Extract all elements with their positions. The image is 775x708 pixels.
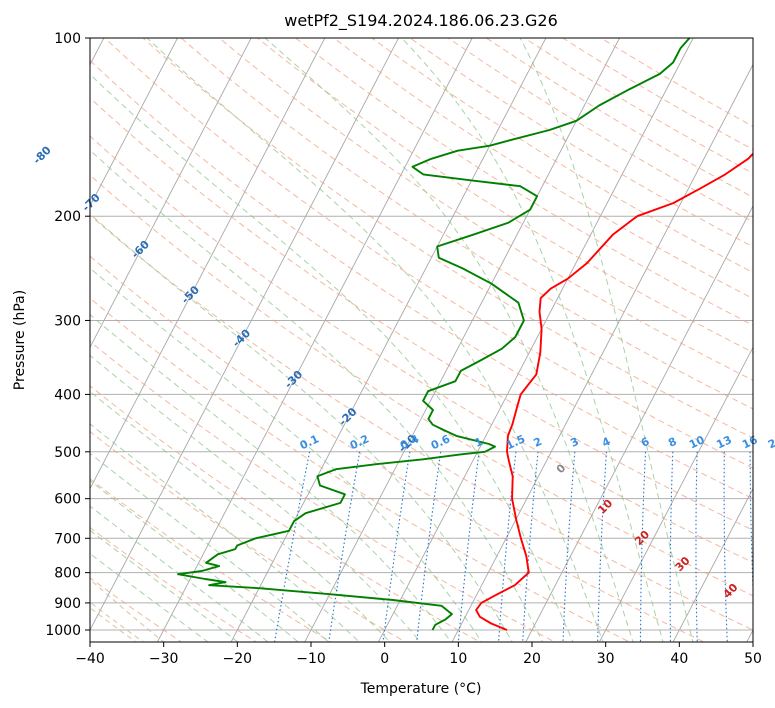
moist-adiabat-line [90,149,544,642]
background-reference-lines [90,38,753,642]
moist-adiabat-line [146,38,604,642]
moist-adiabat-line [90,73,574,642]
y-axis-label: Pressure (hPa) [12,290,28,390]
dry-adiabat-line [90,431,407,642]
x-tick-label: −40 [75,651,105,667]
moist-adiabat-line [90,354,422,642]
moist-adiabat-line [90,213,513,642]
x-tick-label: 10 [449,651,467,667]
mixing-ratio-label: 20 [766,433,775,451]
isotherm-line [90,38,326,490]
y-tick-label: 500 [54,445,81,461]
x-tick-label: 20 [523,651,541,667]
dry-adiabat-line [90,174,753,597]
mixing-ratio-line [497,451,517,642]
mixing-ratio-line [597,451,608,642]
moist-adiabat-line [90,552,209,642]
dry-adiabat-line [90,135,753,564]
x-axis-label: Temperature (°C) [360,681,482,697]
y-tick-label: 400 [54,387,81,403]
isotherm-line [525,204,753,642]
mixing-ratio-line [274,451,311,642]
moist-adiabat-line [90,452,330,642]
x-axis-ticks: −40 −30 −20 −10 0 10 20 30 40 50 [75,642,762,667]
isotherm-line [156,38,473,642]
mixing-ratio-line [639,451,647,642]
dry-adiabat-line [142,38,753,439]
dewpoint-profile-line [177,38,691,631]
y-tick-label: 600 [54,492,81,508]
y-tick-label: 900 [54,596,81,612]
chart-title: wetPf2_S194.2024.186.06.23.G26 [284,11,558,31]
moist-adiabat-line [90,390,391,642]
sounding-profiles [177,38,753,631]
reference-curve-line [90,578,165,642]
mixing-ratio-label: 16 [740,433,760,451]
plot-frame [89,37,754,643]
y-axis-ticks: 100 200 300 400 500 600 700 800 900 1000 [45,31,90,639]
reference-curve-line [90,601,145,642]
dry-adiabat-line [104,38,753,469]
temperature-profile-line [475,152,753,631]
dry-adiabat-line [90,340,556,642]
mixing-ratio-label: 13 [714,433,733,451]
moist-adiabat-line [90,423,360,642]
x-tick-label: 0 [380,651,389,667]
isotherm-line [598,346,753,642]
x-tick-label: −10 [296,651,326,667]
dry-adiabat-line [90,214,753,631]
dry-adiabat-line [90,59,753,500]
moist-adiabat-line [90,479,300,642]
isotherm-line [304,38,621,642]
dry-adiabat-line [218,38,753,381]
dry-adiabat-line [332,38,753,300]
mixing-ratio-line [695,451,698,642]
y-tick-label: 300 [54,313,81,329]
x-tick-label: −30 [149,651,179,667]
y-tick-label: 700 [54,531,81,547]
x-tick-label: 30 [597,651,615,667]
mixing-ratio-line [562,451,576,642]
x-tick-label: 50 [744,651,762,667]
moist-adiabat-line [90,314,452,642]
isotherm-line [90,38,400,631]
isotherm-line [672,487,753,642]
y-tick-label: 200 [54,209,81,225]
moist-adiabat-line [264,38,634,642]
mixing-ratio-line [328,451,361,642]
x-tick-label: 40 [670,651,688,667]
dry-adiabat-line [256,38,753,354]
isotherm-line [230,38,547,642]
dry-adiabat-line [90,297,631,642]
y-tick-label: 100 [54,31,81,47]
mixing-ratio-line [669,451,674,642]
y-tick-label: 1000 [45,623,81,639]
isotherm-line [90,38,179,207]
isotherm-line [90,38,252,349]
dry-adiabat-line [90,255,706,642]
mixing-ratio-line [723,451,728,642]
mixing-ratio-label: 10 [687,433,707,451]
moist-adiabat-line [519,38,694,642]
moist-adiabat-line [401,38,664,642]
dry-adiabat-line [90,97,753,531]
isotherm-line [451,63,753,642]
dry-adiabat-line [90,478,332,642]
y-tick-label: 800 [54,566,81,582]
x-tick-label: −20 [223,651,253,667]
